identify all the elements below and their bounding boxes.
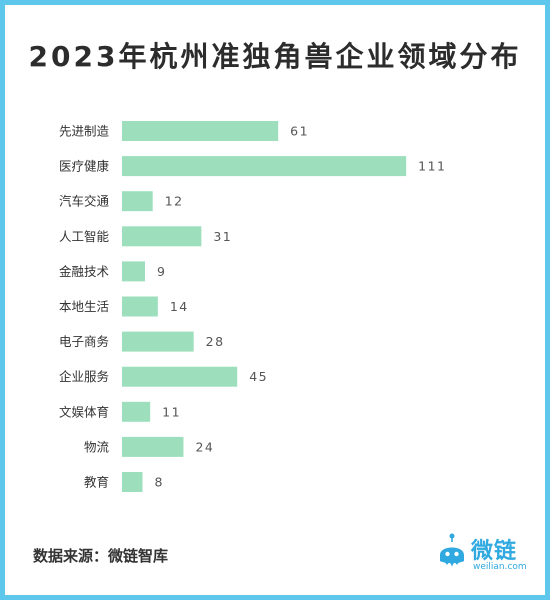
category-label: 企业服务: [59, 369, 109, 384]
bar: [122, 436, 184, 457]
bar: [122, 121, 279, 141]
category-label: 电子商务: [59, 334, 109, 349]
bar: [122, 366, 238, 387]
bar: [122, 472, 143, 492]
category-label: 汽车交通: [59, 194, 110, 209]
value-label: 28: [206, 334, 225, 349]
weilian-logo: 微链 weilian.com: [435, 531, 535, 577]
bar: [122, 261, 146, 282]
logo-text: 微链: [471, 539, 518, 564]
value-label: 31: [213, 229, 232, 244]
logo-url: weilian.com: [473, 562, 527, 572]
value-label: 12: [165, 194, 184, 209]
bar: [122, 331, 194, 352]
value-label: 24: [195, 439, 214, 454]
category-label: 金融技术: [59, 264, 110, 279]
bar: [122, 296, 158, 317]
category-label: 医疗健康: [59, 159, 110, 174]
bar: [122, 401, 151, 422]
category-label: 人工智能: [59, 229, 110, 244]
value-label: 9: [157, 264, 166, 279]
category-label: 先进制造: [59, 124, 110, 139]
value-label: 11: [162, 404, 181, 419]
octopus-logo-icon: [440, 533, 464, 567]
category-label: 本地生活: [59, 299, 109, 314]
category-label: 教育: [84, 475, 109, 490]
value-label: 61: [290, 124, 309, 139]
bar: [122, 191, 153, 212]
value-label: 8: [154, 475, 163, 490]
bar: [122, 226, 202, 247]
bar: [122, 156, 407, 177]
value-label: 111: [418, 159, 446, 174]
chart-title: 2023年杭州准独角兽企业领域分布: [28, 40, 522, 73]
bar-chart: 先进制造 61 医疗健康 111 汽车交通 12 人工智能 31 金融技术 9 本地生活 14 电子商务…: [59, 121, 446, 492]
value-label: 45: [249, 369, 268, 384]
category-label: 物流: [84, 439, 110, 454]
value-label: 14: [170, 299, 189, 314]
chart-frame: 2023年杭州准独角兽企业领域分布 先进制造 61 医疗健康 111 汽车交通 12 人工智…: [5, 5, 545, 595]
data-source: 数据来源：微链智库: [33, 547, 169, 565]
category-label: 文娱体育: [59, 404, 109, 419]
